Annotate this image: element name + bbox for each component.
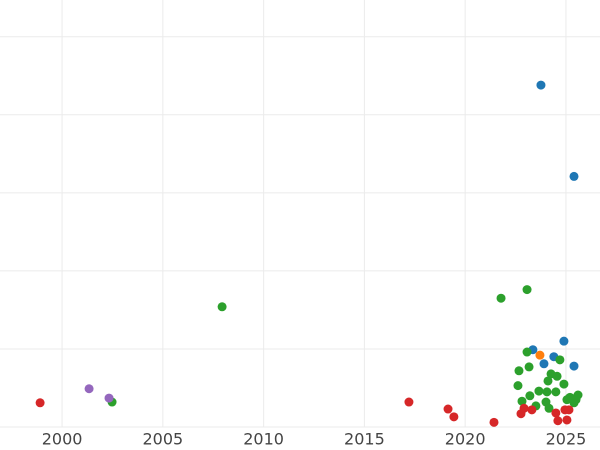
x-tick-label: 2000 bbox=[42, 430, 83, 449]
point bbox=[527, 405, 537, 415]
point bbox=[569, 171, 579, 181]
point bbox=[551, 387, 561, 397]
point bbox=[543, 376, 553, 386]
point bbox=[489, 417, 499, 427]
x-tick-label: 2015 bbox=[344, 430, 385, 449]
point bbox=[536, 80, 546, 90]
point bbox=[555, 355, 565, 365]
point bbox=[496, 293, 506, 303]
point bbox=[217, 302, 227, 312]
point bbox=[534, 386, 544, 396]
point bbox=[564, 405, 574, 415]
point bbox=[559, 379, 569, 389]
point bbox=[517, 396, 527, 406]
point bbox=[552, 371, 562, 381]
point bbox=[104, 393, 114, 403]
point bbox=[569, 361, 579, 371]
point bbox=[562, 415, 572, 425]
point bbox=[524, 362, 534, 372]
point bbox=[449, 412, 459, 422]
x-tick-label: 2020 bbox=[445, 430, 486, 449]
x-tick-label: 2010 bbox=[243, 430, 284, 449]
x-tick-label: 2005 bbox=[142, 430, 183, 449]
point bbox=[542, 387, 552, 397]
point bbox=[559, 336, 569, 346]
point bbox=[514, 366, 524, 376]
point bbox=[522, 347, 532, 357]
point bbox=[84, 384, 94, 394]
point bbox=[443, 404, 453, 414]
point bbox=[539, 359, 549, 369]
point bbox=[525, 391, 535, 401]
point bbox=[35, 398, 45, 408]
point bbox=[513, 381, 523, 391]
point bbox=[551, 408, 561, 418]
point bbox=[571, 395, 581, 405]
point bbox=[404, 397, 414, 407]
point bbox=[553, 416, 563, 426]
x-tick-label: 2025 bbox=[546, 430, 587, 449]
point bbox=[535, 350, 545, 360]
point bbox=[519, 403, 529, 413]
point bbox=[522, 285, 532, 295]
point bbox=[544, 403, 554, 413]
